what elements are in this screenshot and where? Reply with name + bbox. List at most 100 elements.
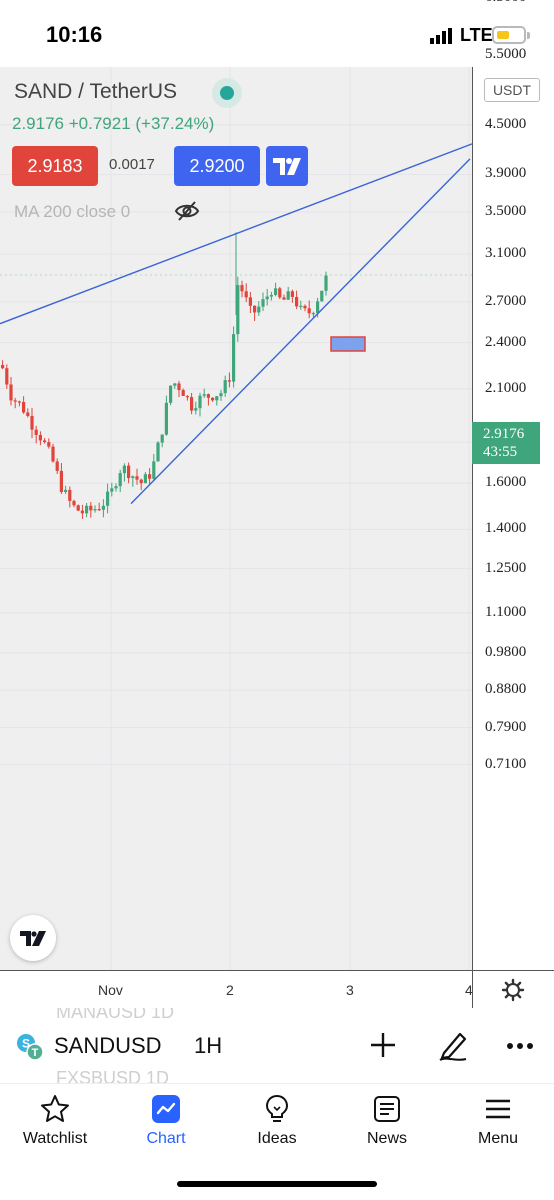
bar-countdown: 43:55 [483,444,518,460]
nav-ideas[interactable]: Ideas [222,1084,332,1164]
candle [97,509,101,511]
candle [311,313,315,315]
market-status-icon[interactable] [212,78,242,108]
candle [152,461,156,479]
candle [55,461,59,471]
price-axis[interactable]: 6.5000 5.5000 4.5000 3.9000 3.5000 3.1000 2.70… [472,0,554,970]
price-tick-label: 6.5000 [485,0,526,6]
currency-badge[interactable]: USDT [484,78,540,102]
status-time: 10:16 [46,22,103,47]
price-change-label: 2.9176 +0.7921 (+37.24%) [12,114,215,133]
candle [122,465,126,474]
candle [51,446,55,462]
coin-icon: S T [17,1034,44,1061]
candle [68,489,72,501]
candle [143,474,147,484]
price-tick-label: 1.2500 [485,559,527,576]
nav-label: Chart [146,1130,186,1147]
price-tick-label: 3.9000 [485,165,527,182]
candle [202,394,206,396]
candle [30,415,34,430]
upper-trendline [0,143,472,325]
candle [43,440,47,443]
candle [76,505,80,511]
more-dots-icon[interactable] [506,1042,536,1050]
chart-settings-corner [472,970,554,1008]
candle [127,465,131,479]
candle [282,297,286,300]
candle [169,385,173,403]
time-tick-label: 2 [226,982,234,998]
trade-tradingview-button[interactable] [266,146,308,186]
price-tick-label: 0.7100 [485,755,527,772]
lower-trendline [130,158,471,505]
price-tick-label: 2.1000 [485,379,527,396]
gear-icon[interactable] [501,978,525,1002]
price-tick-label: 0.9800 [485,643,527,660]
symbol-scroller-prev[interactable]: MANAUSD 1D [56,1008,175,1022]
buy-button[interactable]: 2.9200 [174,146,260,186]
tradingview-logo-icon [273,158,301,175]
candle [227,380,231,382]
candle [17,401,21,403]
candle [265,296,269,300]
network-label: LTE [460,25,493,45]
nav-watchlist[interactable]: Watchlist [0,1084,110,1164]
time-axis[interactable]: Nov 2 3 4 [0,970,473,1008]
nav-chart[interactable]: Chart [111,1084,221,1164]
price-tick-label: 0.8800 [485,681,527,698]
candlestick-chart[interactable] [0,67,472,970]
candle [139,479,143,484]
candle [278,288,282,298]
interval-selector[interactable]: 1H [194,1033,223,1058]
target-zone-box [330,336,366,352]
time-tick-label: 4 [465,982,473,998]
nav-news[interactable]: News [332,1084,442,1164]
candle [13,400,17,402]
candle [93,509,97,511]
candle [211,397,215,401]
symbol-scroller-next[interactable]: FXSBUSD 1D [56,1068,170,1083]
indicator-label[interactable]: MA 200 close 0 [14,202,131,221]
candle [101,505,105,510]
candle [290,291,294,297]
chart-symbol-title[interactable]: SAND / TetherUS [14,80,178,103]
symbol-bar: MANAUSD 1D FXSBUSD 1D S T SANDUSD 1H [0,1008,554,1083]
price-tick-label: 3.5000 [485,202,527,219]
chart-canvas[interactable] [0,67,472,970]
menu-icon [486,1099,510,1119]
candle [47,442,51,447]
tradingview-logo-button[interactable] [10,915,56,961]
candle [316,301,320,314]
price-tick-label: 1.1000 [485,603,527,620]
star-icon [41,1095,69,1122]
candle [240,285,244,292]
candle [198,395,202,409]
candle [324,275,328,291]
eye-slash-icon[interactable] [174,200,200,222]
nav-menu[interactable]: Menu [443,1084,553,1164]
sell-button[interactable]: 2.9183 [12,146,98,186]
candle [135,476,139,480]
candle [261,299,265,307]
drawing-pen-icon[interactable] [436,1028,470,1062]
candle [131,476,135,479]
candle [299,305,303,308]
candle [320,290,324,302]
time-tick-label: Nov [98,982,123,998]
candle [295,296,299,307]
plus-icon[interactable] [368,1030,398,1060]
nav-label: News [366,1130,407,1147]
candle [269,295,273,297]
symbol-name[interactable]: SANDUSD [54,1033,162,1058]
candle [26,412,30,416]
nav-label: Watchlist [22,1130,88,1147]
spread-value: 0.0017 [109,156,155,173]
signal-icon [430,28,452,44]
candle [194,408,198,411]
candle [236,285,240,335]
candle [148,474,152,479]
candle [34,429,38,435]
candle [185,395,189,398]
candle [5,368,9,385]
